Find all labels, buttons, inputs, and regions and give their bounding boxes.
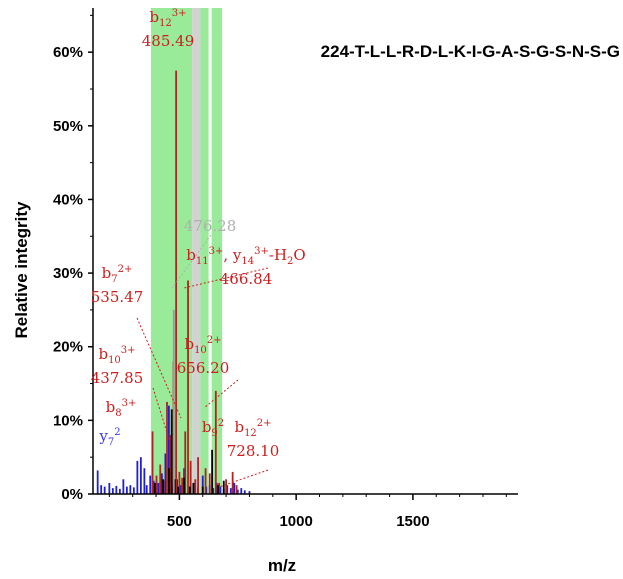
ion-subscript: 10 xyxy=(108,355,121,366)
peak-annotation-text: 466.84 xyxy=(220,270,273,288)
ion-superscript: 2+ xyxy=(118,264,133,275)
annotation-leaders xyxy=(136,234,269,488)
peak-annotation-text: b113+, y143+-H2O xyxy=(186,246,305,267)
peak-annotation-text: 485.49 xyxy=(142,32,195,50)
ion-subscript: 12 xyxy=(159,18,172,29)
ion-superscript: 2+ xyxy=(207,335,222,346)
y-tick-label: 50% xyxy=(53,118,83,135)
ion-subscript: 11 xyxy=(196,256,209,267)
ion-letter: b xyxy=(98,345,108,363)
ion-subscript: 12 xyxy=(244,428,257,439)
spectrum-bars xyxy=(96,70,251,494)
ion-text: -H xyxy=(269,246,287,264)
peak-annotation-text: 437.85 xyxy=(91,369,144,387)
ion-letter: b xyxy=(202,418,212,436)
annotation-leader xyxy=(218,469,269,488)
peak-annotation-text: b103+ xyxy=(98,345,135,366)
y-tick-label: 10% xyxy=(53,412,83,429)
peak-annotation-text: 476.28 xyxy=(184,217,237,235)
peak-annotation-text: b83+ xyxy=(106,398,137,419)
peak-annotation-text: 535.47 xyxy=(91,288,144,306)
y-tick-label: 0% xyxy=(61,486,83,503)
x-tick-label: 1500 xyxy=(396,513,429,530)
y-tick-label: 30% xyxy=(53,265,83,282)
ion-superscript: 3+ xyxy=(172,8,187,19)
highlight-band xyxy=(192,8,201,494)
ion-subscript: 7 xyxy=(111,274,117,285)
ion-subscript: 14 xyxy=(241,256,254,267)
peak-annotation-text: b92 xyxy=(202,418,224,439)
highlight-band xyxy=(211,8,223,494)
y-tick-label: 40% xyxy=(53,191,83,208)
highlight-band xyxy=(200,8,209,494)
ion-letter: b xyxy=(234,418,244,436)
peak-annotation-text: 728.10 xyxy=(227,442,280,460)
y-tick-label: 20% xyxy=(53,339,83,356)
ion-text: , y xyxy=(223,246,242,264)
ion-letter: b xyxy=(186,246,196,264)
annotation-leader xyxy=(171,234,212,289)
chart-title: 224-T-L-L-R-D-L-K-I-G-A-S-G-S-N-S-G xyxy=(321,42,620,61)
ion-text: O xyxy=(293,246,305,264)
ion-subscript: 10 xyxy=(194,345,207,356)
peak-annotation-text: b102+ xyxy=(184,335,221,356)
y-tick-label: 60% xyxy=(53,44,83,61)
peak-annotation-text: b72+ xyxy=(102,264,133,285)
ion-superscript: 3+ xyxy=(121,345,136,356)
ion-superscript: 3+ xyxy=(122,398,137,409)
ion-superscript: 2+ xyxy=(257,418,272,429)
axis-ticks: 0% 10% 20% 30% 40% 50% 60% 500 1000 1500 xyxy=(53,14,507,530)
x-tick-label: 1000 xyxy=(279,513,312,530)
ion-subscript: 9 xyxy=(211,428,217,439)
ion-letter: b xyxy=(102,264,112,282)
peak-annotation-text: 656.20 xyxy=(177,359,230,377)
annotation-leader xyxy=(152,387,171,443)
ion-letter: b xyxy=(106,398,116,416)
ion-subscript: 2 xyxy=(287,256,293,267)
ion-subscript: 8 xyxy=(115,408,121,419)
y-axis-title: Relative integrity xyxy=(12,201,31,339)
ion-letter: b xyxy=(149,8,159,26)
peak-annotation-text: y72 xyxy=(98,427,120,448)
ion-superscript: 3+ xyxy=(254,246,269,257)
ion-superscript: 3+ xyxy=(209,246,224,257)
ion-superscript: 2 xyxy=(114,427,120,438)
peak-annotation-text: b123+ xyxy=(149,8,186,29)
ion-subscript: 7 xyxy=(108,437,114,448)
peak-annotation-text: b122+ xyxy=(234,418,271,439)
ion-letter: y xyxy=(98,427,108,445)
x-tick-label: 500 xyxy=(167,513,192,530)
annotation-leader xyxy=(203,379,239,409)
x-axis-title: m/z xyxy=(268,556,296,575)
ion-letter: b xyxy=(184,335,194,353)
ion-superscript: 2 xyxy=(218,418,224,429)
